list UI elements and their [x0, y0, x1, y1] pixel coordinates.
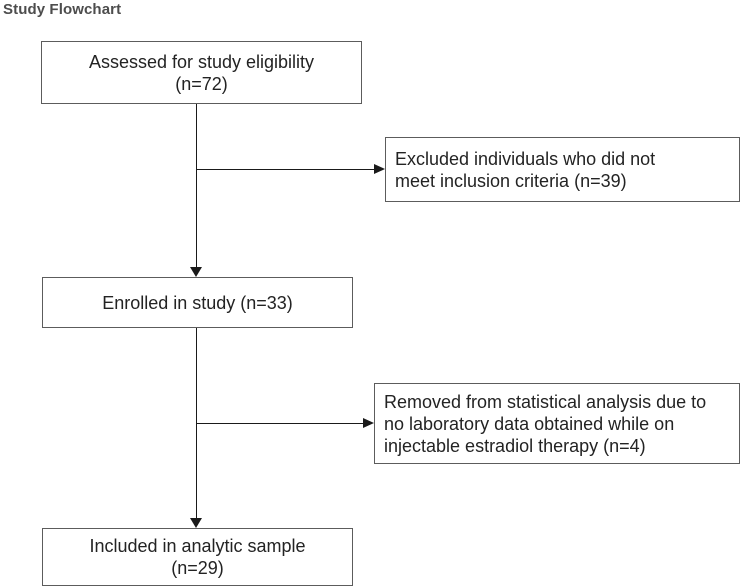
arrowhead-into-included	[190, 518, 202, 528]
box-included-line2: (n=29)	[171, 558, 224, 578]
arrowhead-into-excluded	[374, 164, 385, 174]
box-assessed-eligibility: Assessed for study eligibility (n=72)	[41, 41, 362, 104]
box-removed-line2: no laboratory data obtained while on	[384, 413, 675, 434]
box-excluded-line1: Excluded individuals who did not	[395, 148, 656, 169]
box-removed-line3: injectable estradiol therapy (n=4)	[384, 435, 646, 456]
box-assessed-line1: Assessed for study eligibility	[88, 51, 315, 72]
connector-branch-to-removed	[196, 423, 363, 424]
box-excluded-line2: meet inclusion criteria (n=39)	[395, 170, 627, 191]
box-enrolled-line1: Enrolled in study (n=33)	[102, 292, 293, 313]
box-included-analytic-sample: Included in analytic sample (n=29)	[42, 528, 353, 586]
box-removed-line1: Removed from statistical analysis due to	[384, 391, 707, 412]
arrowhead-into-removed	[363, 418, 374, 428]
box-included-line1: Included in analytic sample	[89, 536, 306, 556]
box-enrolled: Enrolled in study (n=33)	[42, 277, 353, 328]
connector-branch-to-excluded	[196, 169, 375, 170]
box-excluded: Excluded individuals who did not meet in…	[385, 137, 740, 202]
box-assessed-line2: (n=72)	[175, 73, 228, 94]
connector-assessed-to-enrolled	[196, 104, 197, 267]
flowchart-title: Study Flowchart	[3, 1, 122, 18]
box-removed-from-analysis: Removed from statistical analysis due to…	[374, 383, 740, 464]
arrowhead-into-enrolled	[190, 267, 202, 277]
